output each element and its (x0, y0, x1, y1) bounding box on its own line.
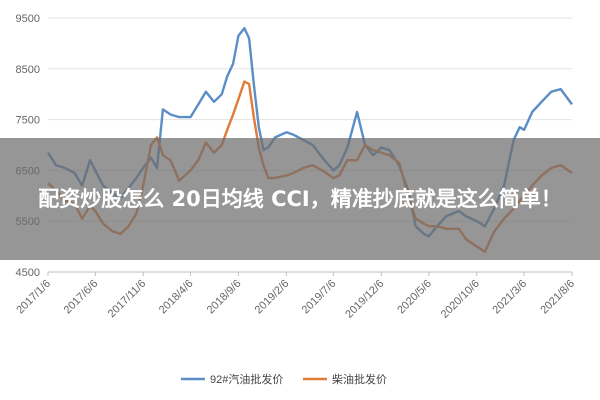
y-tick-label: 4500 (16, 267, 40, 279)
x-tick-label: 2021/3/6 (490, 278, 529, 317)
headline-text: 配资炒股怎么 20日均线 CCI，精准抄底就是这么简单！ (38, 187, 562, 211)
legend-label: 92#汽油批发价 (210, 372, 283, 386)
x-tick-label: 2018/9/6 (205, 278, 244, 317)
y-tick-label: 8500 (16, 64, 40, 76)
legend-label: 柴油批发价 (332, 372, 387, 386)
x-tick-label: 2021/8/6 (538, 278, 577, 317)
legend: 92#汽油批发价 柴油批发价 (181, 372, 387, 386)
y-tick-label: 9500 (16, 13, 40, 25)
x-tick-label: 2019/2/6 (253, 278, 292, 317)
x-tick-label: 2020/10/6 (439, 278, 482, 321)
x-tick-label: 2017/11/6 (106, 278, 149, 321)
x-tick-label: 2017/1/6 (14, 278, 53, 317)
x-tick-label: 2019/12/6 (343, 278, 386, 321)
x-tick-label: 2018/4/6 (157, 278, 196, 317)
x-tick-label: 2019/7/6 (300, 278, 339, 317)
y-tick-label: 7500 (16, 115, 40, 127)
x-tick-label: 2020/5/6 (395, 278, 434, 317)
x-axis-ticks: 2017/1/6 2017/6/6 2017/11/6 2018/4/6 2018/9/… (14, 272, 577, 321)
x-tick-label: 2017/6/6 (62, 278, 101, 317)
headline-banner: 配资炒股怎么 20日均线 CCI，精准抄底就是这么简单！ (0, 138, 600, 260)
